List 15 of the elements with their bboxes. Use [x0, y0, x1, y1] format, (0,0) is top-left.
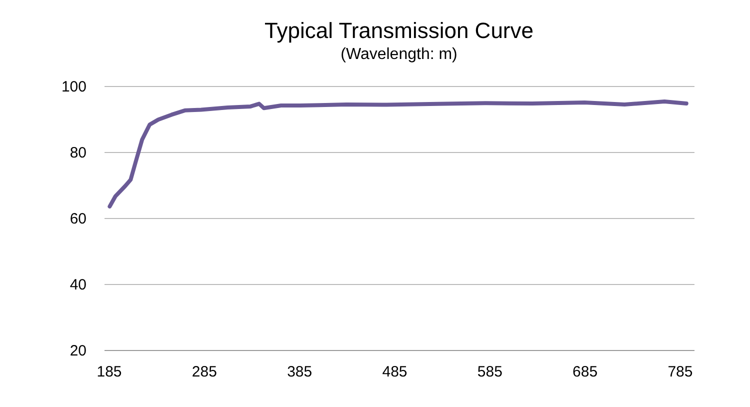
- x-tick-label: 385: [287, 364, 312, 380]
- x-tick-label: 685: [572, 364, 598, 380]
- x-tick-label: 585: [477, 364, 502, 380]
- x-tick-label: 485: [382, 364, 408, 380]
- y-tick-label: 100: [61, 78, 86, 96]
- y-tick-label: 60: [70, 210, 86, 228]
- chart-title: Typical Transmission Curve: [264, 18, 534, 43]
- chart-subtitle: (Wavelength: m): [340, 46, 458, 63]
- x-tick-label: 785: [668, 364, 693, 380]
- y-tick-label: 20: [70, 342, 86, 360]
- y-tick-label: 80: [70, 144, 86, 162]
- line-series: [108, 100, 688, 208]
- x-tick-label: 285: [192, 364, 217, 380]
- x-tick-label: 185: [96, 364, 122, 380]
- y-tick-label: 40: [70, 276, 86, 294]
